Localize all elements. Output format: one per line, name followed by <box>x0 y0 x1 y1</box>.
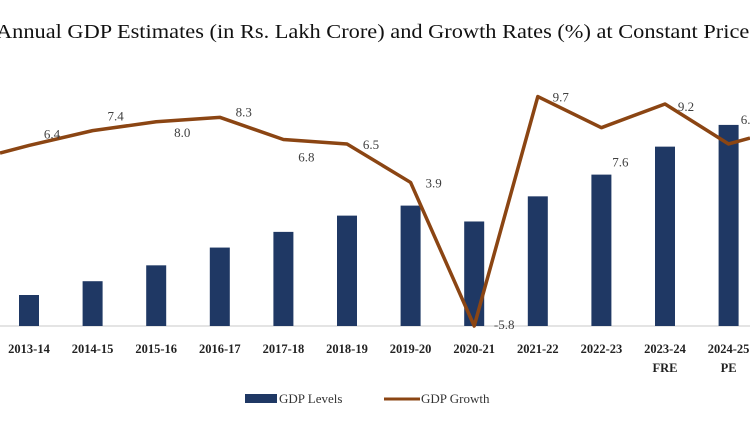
growth-label-2022-23: 7.6 <box>612 155 629 170</box>
growth-label-2019-20: 3.9 <box>425 175 441 190</box>
x-tick-labels: 2013-14 2014-15 2015-16 2016-17 2017-18 2018-… <box>8 342 749 375</box>
legend-swatch-gdp-levels <box>245 394 277 403</box>
x-tick-sub-2024-25: PE <box>721 361 737 375</box>
growth-label-2017-18: 6.8 <box>298 150 314 165</box>
x-tick-sub-2023-24: FRE <box>653 361 678 375</box>
bar-gdp-levels-2016-17 <box>209 247 230 326</box>
growth-line <box>0 94 750 328</box>
bar-gdp-levels-2023-24 <box>655 146 675 326</box>
growth-label-2023-24: 9.2 <box>678 99 694 114</box>
bar-gdp-levels-2024-25 <box>718 124 739 327</box>
bar-gdp-levels-2018-19 <box>337 215 357 326</box>
bar-gdp-levels-2015-16 <box>146 265 167 326</box>
x-tick-2016-17: 2016-17 <box>199 342 241 356</box>
growth-label-2021-22: 9.7 <box>553 90 570 105</box>
growth-label-2013-14: 6.4 <box>44 126 61 141</box>
x-tick-2020-21: 2020-21 <box>453 342 495 356</box>
growth-label-2016-17: 8.3 <box>236 104 252 119</box>
bar-gdp-levels-2017-18 <box>273 231 294 326</box>
legend-label-gdp-growth: GDP Growth <box>421 391 490 406</box>
legend: GDP Levels GDP Growth <box>245 391 490 406</box>
bars-group <box>19 124 739 327</box>
growth-label-2015-16: 8.0 <box>174 125 190 140</box>
x-tick-2022-23: 2022-23 <box>581 342 623 356</box>
x-tick-2019-20: 2019-20 <box>390 342 432 356</box>
growth-label-2020-21: -5.8 <box>494 317 515 332</box>
chart-title: Annual GDP Estimates (in Rs. Lakh Crore)… <box>0 21 750 43</box>
x-tick-2024-25: 2024-25 <box>708 342 750 356</box>
bar-gdp-levels-2014-15 <box>82 281 103 326</box>
bar-gdp-levels-2021-22 <box>527 196 548 326</box>
bar-gdp-levels-2013-14 <box>19 295 39 326</box>
x-tick-2017-18: 2017-18 <box>263 342 305 356</box>
growth-label-2014-15: 7.4 <box>107 109 124 124</box>
x-tick-2014-15: 2014-15 <box>72 342 114 356</box>
growth-label-2024-25: 6. <box>741 112 750 127</box>
bar-gdp-levels-2022-23 <box>591 174 612 326</box>
bar-gdp-levels-2020-21 <box>464 221 485 326</box>
x-tick-2013-14: 2013-14 <box>8 342 50 356</box>
growth-label-2018-19: 6.5 <box>363 137 379 152</box>
x-tick-2015-16: 2015-16 <box>135 342 177 356</box>
legend-label-gdp-levels: GDP Levels <box>279 391 342 406</box>
bar-gdp-levels-2019-20 <box>400 205 421 326</box>
growth-line-group <box>0 94 750 328</box>
x-tick-2021-22: 2021-22 <box>517 342 559 356</box>
x-tick-2018-19: 2018-19 <box>326 342 368 356</box>
x-tick-2023-24: 2023-24 <box>644 342 686 356</box>
data-labels-group: 6.4 7.4 8.0 8.3 6.8 6.5 3.9 -5.8 9.7 7.6 9.2 6. <box>44 90 750 332</box>
